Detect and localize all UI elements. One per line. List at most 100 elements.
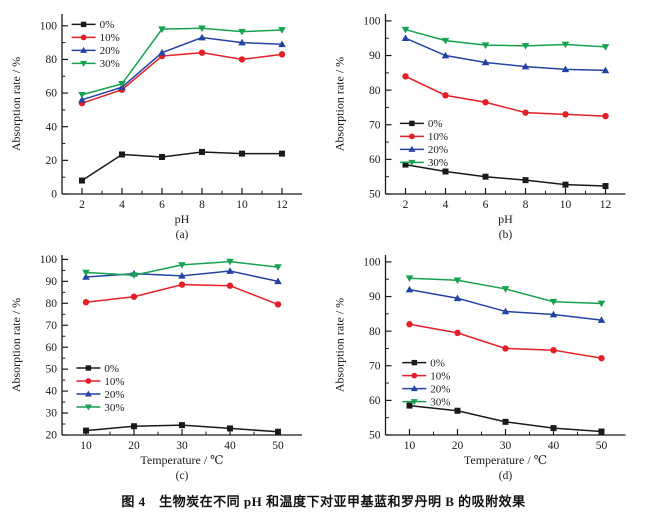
marker-circle [130,293,138,300]
chart-cell-a: 0 20 40 60 80 100 2 4 6 8 10 12 0% 10% 20% 30% Absorptio… [0,2,323,243]
x-axis-title: Temperature / ℃ [140,453,223,467]
marker-triangle-down [410,399,418,406]
marker-triangle-up [408,145,416,152]
marker-square [442,168,449,175]
x-tick-label: 8 [523,199,529,211]
marker-triangle-down [238,28,246,36]
marker-circle [442,92,449,99]
chart-cell-c: 20 30 40 50 60 70 80 90 100 10 20 30 40 50 0% 10% 20% 30%… [0,243,323,484]
marker-square [179,422,185,429]
y-tick-label: 40 [46,121,58,133]
marker-square [239,150,245,157]
chart-cell-b: 50 60 70 80 90 100 2 4 6 8 10 12 0% 10% 20% 30% Absorpti… [323,2,647,243]
x-tick-label: 2 [79,199,85,211]
marker-square [522,177,529,184]
marker-circle [454,329,461,337]
marker-triangle-down [549,298,558,306]
marker-triangle-up [501,307,510,315]
marker-square [131,423,137,430]
marker-square [227,425,233,432]
series-line [405,28,606,48]
y-axis-title: Absorption rate / % [9,298,23,392]
marker-triangle-up [410,385,418,392]
marker-circle [482,99,489,106]
x-tick-label: 4 [443,199,449,211]
marker-square [454,407,461,414]
y-tick-label: 60 [369,395,381,407]
x-axis-title: pH [175,212,190,226]
marker-triangle-up [178,272,186,279]
y-tick-label: 50 [369,430,381,442]
marker-triangle-down [178,262,186,269]
x-tick-label: 2 [403,199,409,211]
y-tick-label: 90 [369,291,381,303]
x-tick-label: 12 [276,199,288,211]
marker-triangle-down [521,43,530,50]
marker-triangle-down [501,286,510,293]
y-tick-label: 50 [369,189,381,201]
y-tick-label: 20 [46,155,58,167]
marker-triangle-up [441,51,450,59]
legend-label: 10% [100,32,120,44]
chart-panel-c: 20 30 40 50 60 70 80 90 100 10 20 30 40 50 0%10%20%30%… [9,254,302,482]
legend-label: 30% [430,396,450,408]
marker-triangle-up [453,294,462,302]
marker-triangle-up [274,277,282,285]
y-tick-label: 50 [46,364,58,376]
series-line [405,37,606,72]
marker-triangle-up [226,267,234,274]
series-line [409,404,602,433]
marker-triangle-down [561,41,570,49]
marker-triangle-up [597,316,606,323]
marker-triangle-up [278,40,286,48]
y-axis-title: Absorption rate / % [9,57,23,151]
panel-label: (c) [176,470,189,482]
y-tick-label: 0 [51,189,57,201]
series-line [81,51,283,104]
marker-square [119,151,125,158]
x-tick-label: 10 [560,199,572,211]
marker-square [402,161,409,168]
x-tick-label: 10 [80,440,92,452]
marker-square [502,418,509,425]
legend-label: 10% [428,131,448,143]
marker-triangle-down [408,159,416,166]
y-tick-label: 90 [369,50,381,62]
panel-label: (b) [499,229,513,241]
x-tick-label: 40 [548,440,560,452]
marker-triangle-up [238,38,246,46]
marker-triangle-up [82,273,90,280]
x-axis-title: pH [498,212,513,226]
legend-label: 20% [100,45,120,57]
marker-square [562,181,569,188]
marker-triangle-down [118,81,126,88]
marker-triangle-down [274,264,282,271]
y-tick-label: 80 [369,85,381,97]
marker-circle [238,56,246,63]
marker-triangle-down [198,25,206,33]
y-tick-label: 100 [363,16,381,28]
marker-circle [80,34,87,41]
marker-circle [198,49,206,56]
marker-square [80,21,87,28]
marker-triangle-down [481,42,490,49]
marker-triangle-up [80,46,88,53]
x-tick-label: 20 [128,440,140,452]
marker-triangle-down [597,300,606,308]
legend-label: 0% [428,118,443,130]
x-tick-label: 6 [159,199,165,211]
y-tick-label: 30 [46,408,58,420]
legend-label: 10% [430,370,450,382]
marker-square [598,428,605,435]
series-line [81,27,283,96]
marker-triangle-down [82,269,90,277]
x-tick-label: 4 [119,199,125,211]
marker-square [279,150,285,157]
x-tick-label: 6 [483,199,489,211]
marker-circle [274,301,282,308]
marker-circle [602,112,609,120]
marker-triangle-up [84,390,92,397]
y-tick-label: 20 [46,430,58,442]
marker-triangle-up [401,34,410,42]
marker-triangle-down [401,26,410,34]
